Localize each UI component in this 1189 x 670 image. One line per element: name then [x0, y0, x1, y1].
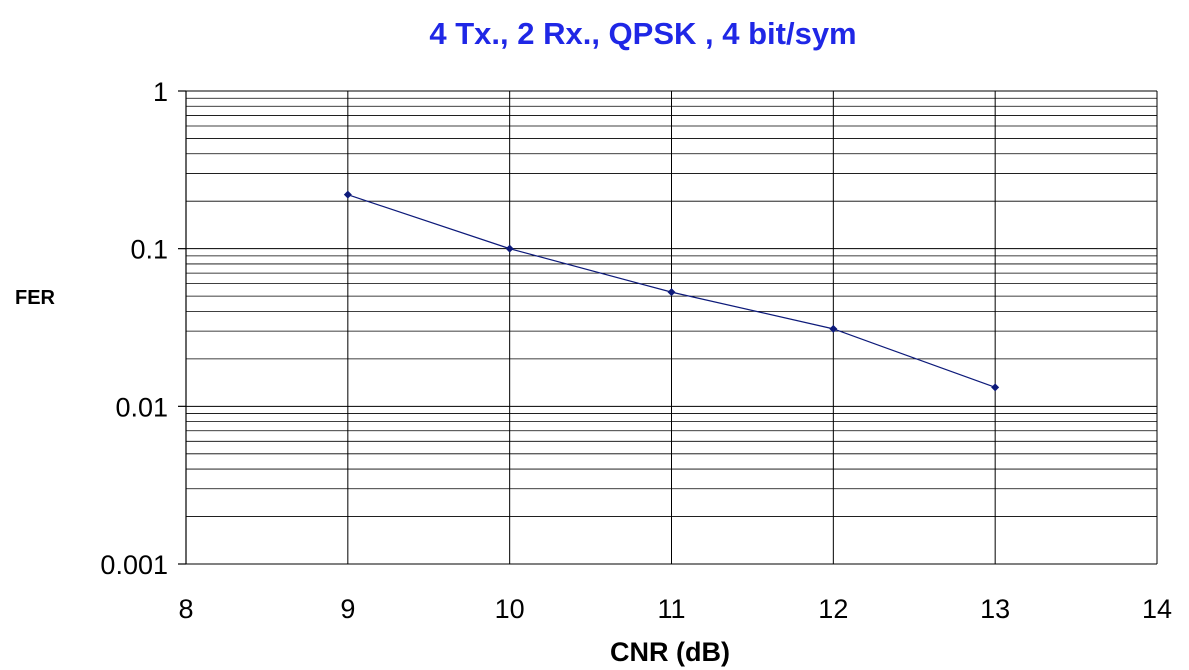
x-tick-label: 8 [178, 594, 193, 624]
y-tick-label: 1 [153, 77, 168, 107]
major-gridlines [186, 90, 1158, 565]
y-tick-labels: 1 0.1 0.01 0.001 [100, 77, 168, 580]
data-point-marker [829, 324, 838, 333]
y-tick-label: 0.1 [130, 235, 168, 265]
data-point-marker [667, 288, 676, 297]
x-tick-label: 9 [340, 594, 355, 624]
x-tick-label: 12 [818, 594, 848, 624]
y-tick-label: 0.001 [100, 550, 168, 580]
data-point-marker [343, 190, 352, 199]
x-tick-labels: 8 9 10 11 12 13 14 [178, 594, 1172, 624]
x-tick-label: 11 [657, 594, 685, 624]
x-tick-label: 13 [980, 594, 1010, 624]
data-point-marker [505, 244, 514, 253]
x-axis-label: CNR (dB) [610, 637, 730, 667]
x-tick-label: 14 [1142, 594, 1172, 624]
y-tick-label: 0.01 [115, 392, 168, 422]
axes [178, 90, 187, 565]
chart-title: 4 Tx., 2 Rx., QPSK , 4 bit/sym [429, 16, 856, 51]
x-tick-label: 10 [495, 594, 525, 624]
data-point-marker [991, 383, 1000, 392]
series-group [343, 190, 1000, 392]
y-axis-label: FER [15, 287, 56, 309]
